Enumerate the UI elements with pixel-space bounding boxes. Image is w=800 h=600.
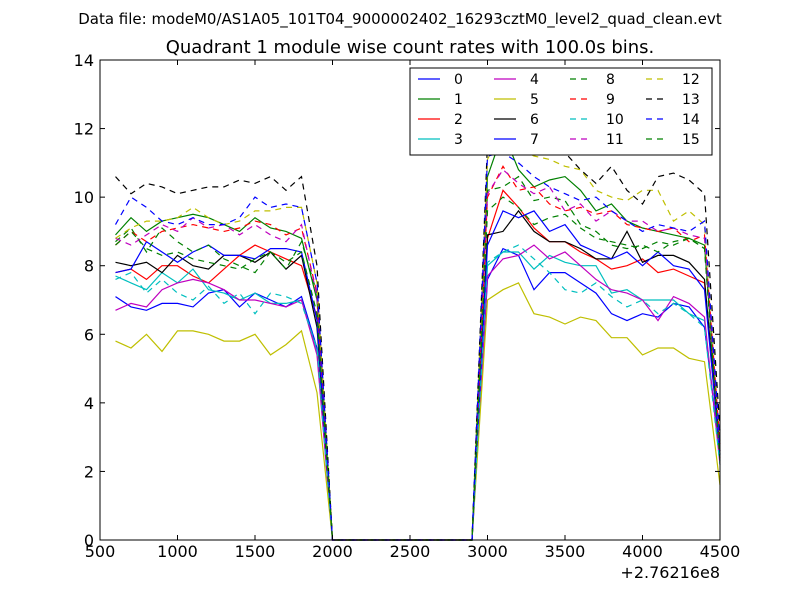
x-tick-label: 3000 (467, 542, 508, 561)
x-offset-label: +2.76216e8 (620, 563, 720, 582)
legend-label-2: 2 (454, 112, 463, 128)
x-tick-label: 1000 (157, 542, 198, 561)
y-tick-label: 10 (74, 188, 94, 207)
ticks-layer: 500 1000 1500 2000 2500 3000 3500 4000 4500 0 2 4 6 8… (74, 51, 741, 561)
x-tick-label: 3500 (545, 542, 586, 561)
series-line-8 (115, 175, 721, 541)
legend-label-10: 10 (606, 112, 624, 128)
legend-label-13: 13 (682, 92, 700, 108)
x-tick-label: 1500 (235, 542, 276, 561)
x-tick-label: 2000 (312, 542, 353, 561)
y-tick-label: 0 (84, 531, 94, 550)
y-tick-label: 12 (74, 120, 94, 139)
series-line-12 (115, 127, 721, 541)
legend-label-5: 5 (530, 92, 539, 108)
legend-label-1: 1 (454, 92, 463, 108)
legend-label-11: 11 (606, 132, 624, 148)
y-tick-label: 14 (74, 51, 94, 70)
legend-label-0: 0 (454, 72, 463, 88)
legend-label-6: 6 (530, 112, 539, 128)
legend-label-3: 3 (454, 132, 463, 148)
chart-title: Quadrant 1 module wise count rates with … (166, 37, 655, 58)
x-tick-label: 500 (85, 542, 116, 561)
y-tick-label: 4 (84, 394, 94, 413)
y-tick-label: 2 (84, 462, 94, 481)
y-tick-label: 8 (84, 257, 94, 276)
legend-label-7: 7 (530, 132, 539, 148)
plot-frame (99, 59, 721, 541)
chart-suptitle: Data file: modeM0/AS1A05_101T04_90000024… (78, 10, 722, 29)
x-tick-label: 2500 (390, 542, 431, 561)
legend-label-4: 4 (530, 72, 539, 88)
legend-label-14: 14 (682, 112, 700, 128)
legend-label-8: 8 (606, 72, 615, 88)
legend-label-9: 9 (606, 92, 615, 108)
y-tick-label: 6 (84, 325, 94, 344)
x-tick-label: 4500 (700, 542, 741, 561)
x-tick-label: 4000 (622, 542, 663, 561)
legend-label-15: 15 (682, 132, 700, 148)
legend-label-12: 12 (682, 72, 700, 88)
legend-box (409, 67, 713, 156)
